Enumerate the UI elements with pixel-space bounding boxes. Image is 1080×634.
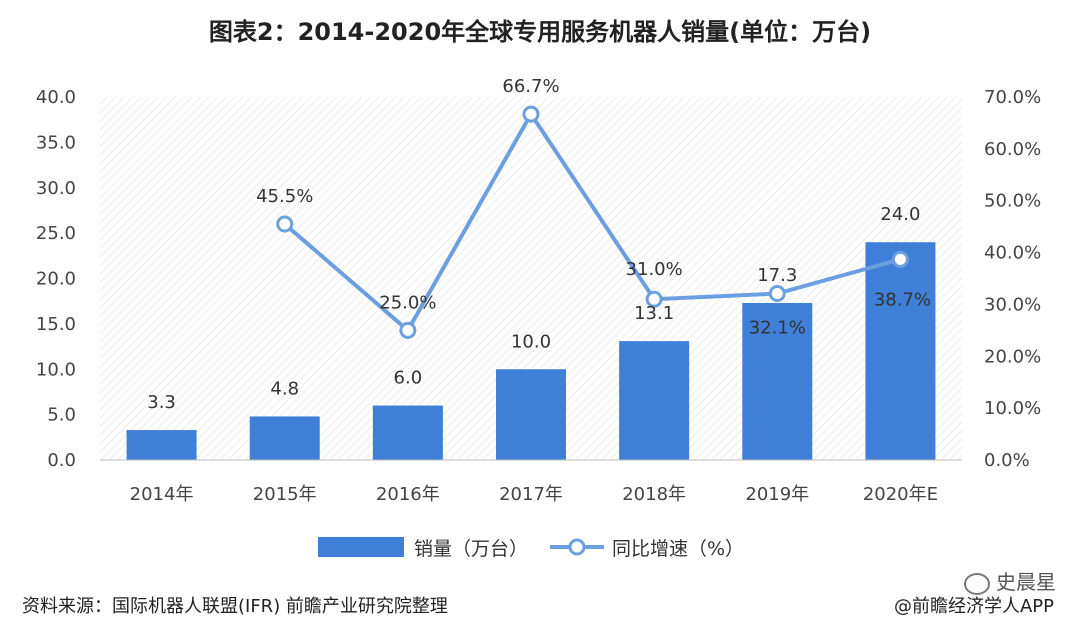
bar-value-label: 4.8: [270, 378, 299, 399]
y-right-tick-label: 0.0%: [984, 450, 1030, 471]
x-tick-label: 2015年: [253, 484, 317, 505]
y-right-tick-label: 20.0%: [984, 346, 1041, 367]
line-value-label: 45.5%: [256, 186, 313, 207]
x-tick-label: 2019年: [745, 484, 809, 505]
legend-bar-swatch: [318, 537, 404, 557]
bar-value-label: 3.3: [147, 392, 176, 413]
x-tick-label: 2014年: [130, 484, 194, 505]
y-right-tick-label: 40.0%: [984, 243, 1041, 264]
line-point: [276, 215, 294, 233]
bar: [496, 369, 566, 460]
chart-title: 图表2：2014-2020年全球专用服务机器人销量(单位：万台): [208, 18, 872, 46]
credit-note: @前瞻经济学人APP: [893, 596, 1054, 617]
x-tick-label: 2016年: [376, 484, 440, 505]
bar: [742, 303, 813, 460]
bar: [126, 430, 197, 460]
wechat-name: 史晨星: [996, 570, 1056, 594]
bar: [865, 242, 936, 460]
y-right-tick-label: 30.0%: [984, 294, 1041, 315]
y-left-tick-label: 35.0: [36, 132, 76, 153]
bar-value-label: 10.0: [511, 331, 551, 352]
line-point: [768, 285, 786, 303]
x-tick-label: 2020年E: [863, 484, 938, 505]
line-value-label: 31.0%: [626, 259, 683, 280]
line-value-label: 38.7%: [874, 289, 931, 310]
bar: [249, 416, 320, 460]
legend-line-label: 同比增速（%）: [612, 538, 744, 560]
x-tick-label: 2018年: [622, 484, 686, 505]
bar-value-label: 6.0: [394, 368, 423, 389]
growth-line: [283, 110, 901, 334]
wechat-watermark: 史晨星: [964, 566, 1056, 595]
y-right-tick-label: 70.0%: [984, 87, 1041, 108]
bar-value-label: 24.0: [880, 204, 920, 225]
legend-bar-label: 销量（万台）: [414, 538, 528, 560]
y-left-tick-label: 0.0: [47, 450, 76, 471]
y-right-tick-label: 60.0%: [984, 139, 1041, 160]
x-tick-label: 2017年: [499, 484, 563, 505]
bar: [372, 405, 443, 460]
wechat-icon: [964, 572, 990, 595]
line-point: [891, 250, 909, 268]
bar: [619, 341, 690, 460]
line-value-label: 25.0%: [379, 292, 436, 313]
line-point: [645, 290, 663, 308]
line-point: [399, 321, 417, 339]
y-right-tick-label: 50.0%: [984, 191, 1041, 212]
source-note: 资料来源：国际机器人联盟(IFR) 前瞻产业研究院整理: [22, 596, 448, 617]
line-point: [522, 105, 540, 123]
y-right-tick-label: 10.0%: [984, 398, 1041, 419]
bar-value-label: 13.1: [634, 303, 674, 324]
y-left-tick-label: 10.0: [36, 359, 76, 380]
y-left-tick-label: 15.0: [36, 314, 76, 335]
legend-line-marker: [568, 538, 586, 556]
line-value-label: 32.1%: [749, 318, 806, 339]
y-left-tick-label: 25.0: [36, 223, 76, 244]
bar-value-label: 17.3: [757, 265, 797, 286]
line-value-label: 66.7%: [502, 76, 559, 97]
y-left-tick-label: 20.0: [36, 269, 76, 290]
y-left-tick-label: 5.0: [47, 405, 76, 426]
y-left-tick-label: 40.0: [36, 87, 76, 108]
y-left-tick-label: 30.0: [36, 178, 76, 199]
